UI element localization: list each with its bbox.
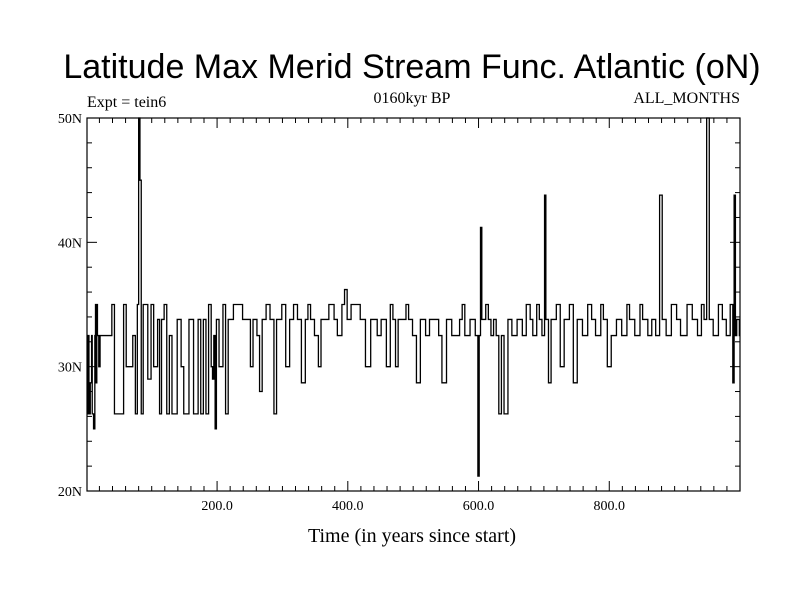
axis-tick-labels: 200.0 400.0 600.0 800.0 20N 30N 40N 50N	[58, 112, 625, 514]
y-tick-label: 40N	[58, 236, 82, 251]
period-label: 0160kyr BP	[374, 90, 451, 107]
y-tick-label: 50N	[58, 112, 82, 127]
series-line-0	[87, 117, 740, 477]
x-tick-label: 800.0	[594, 499, 626, 514]
x-tick-label: 400.0	[332, 499, 364, 514]
x-tick-label: 600.0	[463, 499, 495, 514]
y-tick-label: 20N	[58, 485, 82, 500]
y-tick-label: 30N	[58, 361, 82, 376]
x-axis-label: Time (in years since start)	[308, 525, 516, 547]
experiment-label: Expt = tein6	[87, 94, 166, 111]
plot-frame	[86, 117, 741, 492]
months-label: ALL_MONTHS	[633, 90, 740, 107]
chart-title: Latitude Max Merid Stream Func. Atlantic…	[63, 48, 760, 86]
x-tick-label: 200.0	[201, 499, 233, 514]
series-group	[87, 117, 740, 477]
axis-ticks	[87, 118, 740, 491]
